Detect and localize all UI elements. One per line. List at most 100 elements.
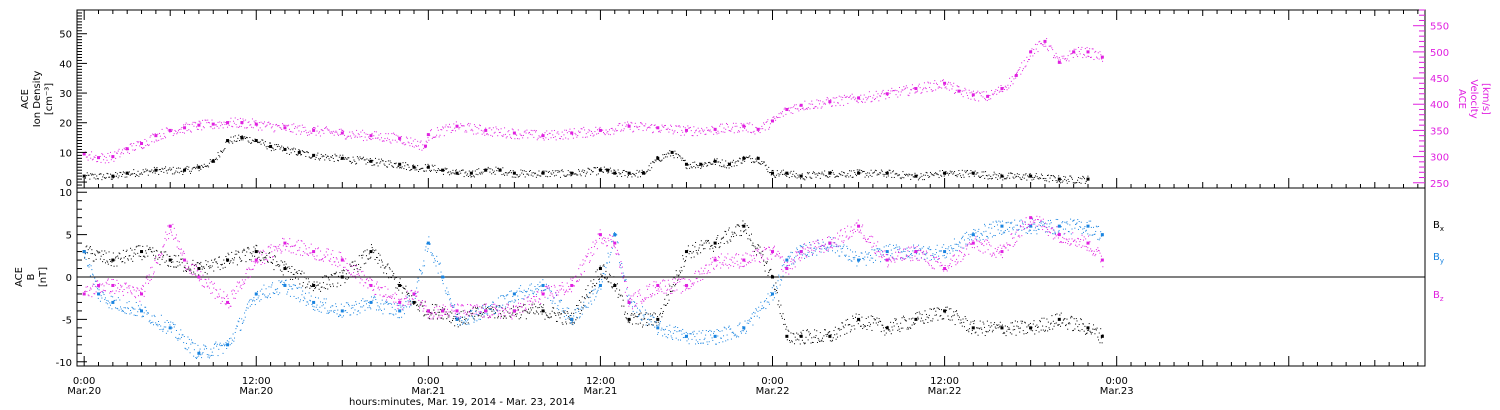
top-series-0-sample — [646, 171, 648, 173]
bottom-series-y-sample — [181, 334, 183, 336]
bottom-series-x-sample — [439, 311, 441, 313]
bottom-series-x-sample — [903, 315, 905, 317]
bottom-series-y-sample — [113, 299, 115, 301]
bottom-series-y-sample — [265, 288, 267, 290]
bottom-series-y-sample — [704, 337, 706, 339]
top-series-0-point — [426, 165, 430, 169]
top-series-1-sample — [158, 139, 160, 141]
bottom-series-x-sample — [1012, 329, 1014, 331]
top-series-0-sample — [669, 150, 671, 152]
bottom-series-x-sample — [733, 236, 735, 238]
top-series-1-sample — [260, 121, 262, 123]
top-series-1-sample — [218, 127, 220, 129]
top-series-0-sample — [144, 171, 146, 173]
bottom-series-y-sample — [280, 281, 282, 283]
bottom-series-x-sample — [1041, 317, 1043, 319]
top-series-0-sample — [1065, 180, 1067, 182]
top-series-1-sample — [437, 129, 439, 131]
top-series-1-sample — [995, 89, 997, 91]
bottom-series-y-sample — [525, 291, 527, 293]
top-series-0-sample — [160, 170, 162, 172]
bottom-series-x-sample — [491, 310, 493, 312]
top-series-1-sample — [170, 131, 172, 133]
top-series-0-sample — [251, 142, 253, 144]
top-series-0-sample — [714, 163, 716, 165]
top-series-0-sample — [751, 158, 753, 160]
top-series-0-sample — [403, 168, 405, 170]
bottom-series-x-sample — [986, 320, 988, 322]
bottom-series-x-sample — [621, 305, 623, 307]
top-series-1-sample — [843, 104, 845, 106]
top-series-1-sample — [946, 88, 948, 90]
top-series-0-sample — [646, 170, 648, 172]
bottom-series-x-sample — [416, 304, 418, 306]
top-series-0-sample — [1040, 177, 1042, 179]
bottom-series-y-sample — [417, 277, 419, 279]
top-series-1-sample — [779, 116, 781, 118]
bottom-series-x-sample — [383, 267, 385, 269]
bottom-series-x-sample — [1088, 323, 1090, 325]
bottom-series-x-sample — [970, 321, 972, 323]
bottom-series-x-sample — [469, 311, 471, 313]
top-series-0-sample — [271, 147, 273, 149]
top-series-1-sample — [116, 152, 118, 154]
bottom-series-x-sample — [224, 266, 226, 268]
top-series-1-sample — [907, 94, 909, 96]
top-series-0-sample — [636, 169, 638, 171]
top-series-0-sample — [119, 171, 121, 173]
bottom-series-x-sample — [662, 310, 664, 312]
bottom-series-y-sample — [434, 258, 436, 260]
bottom-series-x-sample — [844, 333, 846, 335]
bottom-series-x-sample — [379, 254, 381, 256]
bottom-series-x-sample — [773, 285, 775, 287]
bottom-series-y-sample — [246, 303, 248, 305]
bottom-series-x-sample — [471, 315, 473, 317]
bottom-series-x-sample — [695, 250, 697, 252]
top-series-1-sample — [1075, 48, 1077, 50]
top-series-0-sample — [325, 157, 327, 159]
bottom-series-y-sample — [385, 300, 387, 302]
bottom-series-y-sample — [431, 253, 433, 255]
top-series-0-sample — [407, 164, 409, 166]
top-series-0-point — [613, 171, 617, 175]
bottom-series-y-sample — [131, 306, 133, 308]
bottom-series-y-sample — [89, 275, 91, 277]
top-series-0-sample — [368, 159, 370, 161]
top-series-1-sample — [596, 129, 598, 131]
bottom-series-y-sample — [323, 298, 325, 300]
bottom-series-y-sample — [89, 264, 91, 266]
top-series-0-sample — [89, 178, 91, 180]
bottom-series-y-sample — [730, 328, 732, 330]
top-series-0-sample — [573, 173, 575, 175]
top-series-0-sample — [812, 171, 814, 173]
top-series-1-sample — [97, 161, 99, 163]
top-series-1-sample — [306, 132, 308, 134]
bottom-series-x-sample — [302, 285, 304, 287]
bottom-series-x-sample — [1039, 321, 1041, 323]
bottom-series-x-sample — [1049, 329, 1051, 331]
bottom-series-y-sample — [517, 295, 519, 297]
bottom-series-x-sample — [118, 252, 120, 254]
top-series-0-sample — [1039, 177, 1041, 179]
top-series-1-sample — [196, 126, 198, 128]
top-series-1-sample — [165, 137, 167, 139]
top-series-1-sample — [633, 130, 635, 132]
bottom-series-y-sample — [474, 319, 476, 321]
top-series-1-sample — [751, 124, 753, 126]
bottom-series-y-sample — [535, 293, 537, 295]
bottom-series-x-sample — [792, 332, 794, 334]
top-series-0-sample — [676, 153, 678, 155]
bottom-series-y-sample — [394, 309, 396, 311]
bottom-series-x-sample — [639, 322, 641, 324]
bottom-series-x-sample — [1044, 329, 1046, 331]
top-series-0-sample — [658, 159, 660, 161]
bottom-series-x-sample — [170, 265, 172, 267]
top-series-1-point — [1100, 55, 1104, 59]
bottom-series-x-sample — [234, 257, 236, 259]
bottom-series-x-sample — [466, 313, 468, 315]
bottom-series-y-sample — [721, 330, 723, 332]
top-series-1-sample — [951, 88, 953, 90]
top-series-1-sample — [164, 135, 166, 137]
bottom-series-x-sample — [96, 250, 98, 252]
top-series-1-sample — [90, 157, 92, 159]
